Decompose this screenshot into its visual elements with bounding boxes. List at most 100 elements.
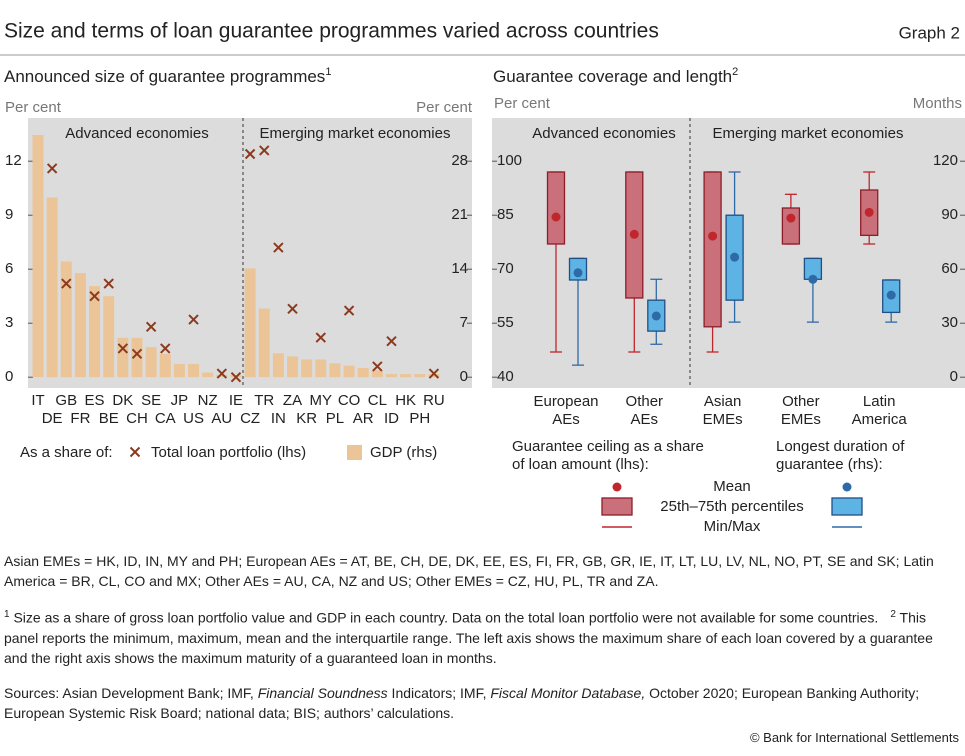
x-tick-label: AR (353, 410, 374, 427)
bar (244, 268, 256, 378)
sources-part: Sources: Asian Development Bank; IMF, (4, 685, 258, 701)
legend-label: 25th–75th percentiles (660, 498, 803, 515)
mean-marker (864, 207, 874, 217)
x-tick-label: MY (310, 392, 333, 409)
bar (258, 308, 270, 378)
graph-label: Graph 2 (899, 23, 960, 42)
x-tick-label: CL (368, 392, 387, 409)
cross-marker (386, 335, 397, 347)
cross-marker (428, 368, 440, 379)
legend-box (601, 497, 633, 516)
cross-marker (216, 368, 228, 379)
tick-label: 3 (5, 314, 13, 331)
x-tick-label: GB (55, 392, 77, 409)
tick-label: 9 (5, 206, 13, 223)
tick-label: 6 (5, 260, 13, 277)
cross-marker (343, 305, 355, 316)
x-tick-label: European AEs (533, 393, 599, 428)
bar (301, 359, 313, 378)
sources-part: October 2020; European Banking Authority… (4, 685, 920, 721)
group-label: Emerging market economies (713, 125, 904, 142)
bar (272, 353, 284, 378)
mean-marker (551, 212, 561, 222)
tick-label: 21 (451, 206, 468, 223)
bar (60, 261, 72, 378)
x-tick-label: IN (271, 410, 286, 427)
footnote-mark: 1 (4, 609, 10, 620)
x-tick-label: Other EMEs (780, 393, 821, 428)
x-tick-label: KR (296, 410, 317, 427)
x-tick-label: PL (326, 410, 344, 427)
cross-marker (103, 278, 114, 289)
notes: Asian EMEs = HK, ID, IN, MY and PH; Euro… (4, 553, 934, 589)
cross-marker (188, 314, 199, 325)
group-label: Advanced economies (65, 125, 208, 142)
tick-label: 85 (497, 206, 514, 223)
x-tick-label: US (183, 410, 204, 427)
panel-title: Guarantee coverage and length2 (493, 66, 738, 87)
bar (145, 347, 157, 378)
x-tick-label: CA (155, 410, 176, 427)
bar (343, 365, 355, 378)
tick-label: 30 (941, 314, 958, 331)
x-tick-label: Latin America (851, 393, 907, 428)
x-tick-label: DE (42, 410, 63, 427)
panel-title-text: Announced size of guarantee programmes (4, 67, 325, 86)
legend-heading: Guarantee ceiling as a share of loan amo… (512, 438, 704, 473)
x-tick-label: Other AEs (625, 393, 664, 428)
x-tick-label: PH (409, 410, 430, 427)
x-tick-label: FR (70, 410, 90, 427)
tick-label: 7 (460, 314, 468, 331)
tick-label: 100 (497, 152, 522, 169)
tick-label: 40 (497, 368, 514, 385)
cross-marker (259, 145, 270, 156)
tick-label: 55 (497, 314, 514, 331)
legend-swatch (347, 445, 362, 460)
footnotes: 1 Size as a share of gross loan portfoli… (4, 605, 959, 668)
cross-marker (287, 303, 298, 315)
bar (131, 337, 143, 378)
cross-marker (131, 348, 143, 360)
bar (287, 356, 299, 378)
cross-marker (244, 148, 256, 160)
copyright: © Bank for International Settlements (749, 730, 959, 745)
legend-mean (842, 482, 852, 492)
bar (216, 374, 228, 378)
cross-marker (117, 343, 129, 354)
page-title: Size and terms of loan guarantee program… (4, 20, 659, 43)
tick-label: 70 (497, 260, 514, 277)
bar (414, 374, 426, 378)
tick-label: 14 (451, 260, 468, 277)
legend-box (831, 497, 863, 516)
legend-heading: Longest duration of guarantee (rhs): (776, 438, 905, 473)
x-tick-label: CO (338, 392, 361, 409)
bar (173, 364, 185, 378)
box (703, 171, 722, 328)
title-note: 2 (732, 66, 738, 78)
x-tick-label: ID (384, 410, 399, 427)
tick-label: 28 (451, 152, 468, 169)
cross-marker (46, 163, 58, 174)
tick-label: 120 (933, 152, 958, 169)
y-axis-label: Per cent (494, 95, 551, 112)
x-tick-label: TR (254, 392, 274, 409)
panel-title: Announced size of guarantee programmes1 (4, 66, 331, 87)
mean-marker (886, 290, 896, 300)
x-tick-label: CZ (240, 410, 260, 427)
legend-label: GDP (rhs) (370, 444, 437, 461)
x-tick-label: ZA (283, 392, 302, 409)
x-tick-label: SE (141, 392, 161, 409)
bar (32, 134, 44, 378)
bar (371, 370, 383, 378)
bar (89, 286, 101, 378)
bar (315, 359, 327, 378)
bar (357, 367, 369, 378)
tick-label: 0 (5, 368, 13, 385)
legend-mean (612, 482, 622, 492)
x-tick-label: RU (423, 392, 445, 409)
bar (159, 354, 171, 378)
group-label: Advanced economies (532, 125, 675, 142)
sources-part: Indicators; IMF, (387, 685, 491, 701)
